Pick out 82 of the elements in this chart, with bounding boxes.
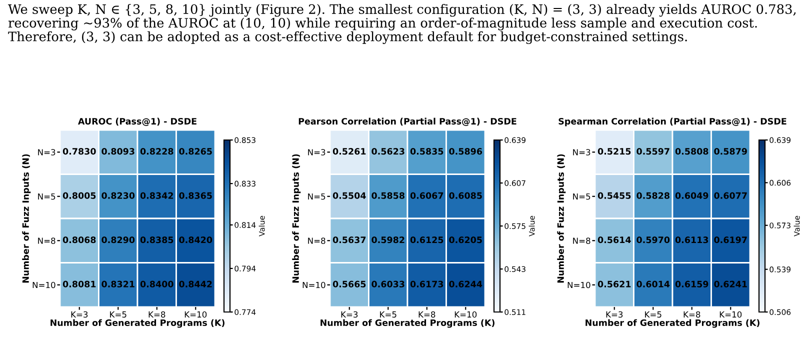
data-label: 0.5504	[332, 192, 366, 199]
data-label: 0.6173	[410, 280, 444, 288]
data-label: 0.5621	[598, 280, 631, 288]
data-label: 0.5828	[636, 192, 670, 199]
x-tick-label: K=8	[418, 311, 436, 318]
chart-title: Spearman Correlation (Partial Pass@1) - DSDE	[558, 118, 786, 126]
data-label: 0.8265	[179, 148, 212, 155]
y-axis-title: Number of Fuzz Inputs (N)	[557, 154, 566, 283]
data-label: 0.5614	[598, 236, 631, 244]
data-label: 0.8400	[140, 280, 174, 288]
data-label: 0.5808	[675, 148, 708, 155]
x-tick-label: K=3	[71, 311, 88, 318]
y-tick-label: N=3	[308, 149, 326, 156]
y-tick-label: N=8	[573, 238, 590, 244]
data-label: 0.8068	[62, 236, 96, 244]
data-label: 0.8228	[140, 148, 174, 155]
x-tick-label: K=8	[684, 311, 700, 318]
data-label: 0.5597	[636, 148, 670, 155]
data-label: 0.6049	[675, 192, 708, 199]
y-tick-label: N=5	[573, 193, 590, 200]
data-label: 0.6067	[410, 192, 444, 199]
data-label: 0.8290	[102, 236, 135, 244]
data-label: 0.6033	[372, 280, 404, 288]
text: We sweep K, N ∈ {3, 5, 8, 10} jointly (Figure 2). The smallest configuration (K, N) = (3, 3) already yields AUROC 0.783, recovering ∼93% of the AUROC at (10, 10) while requiring an order-of-magnitude less sample and execution cost. Therefore, (3, 3) can be adopted as a cost-effective deployment default for budget-constrained settings.	[8, 4, 796, 44]
x-axis-title: Number of Generated Programs (K)	[50, 319, 224, 328]
y-tick-label: N=5	[308, 193, 326, 200]
data-label: 0.5261	[332, 148, 366, 155]
data-label: 0.8093	[102, 148, 134, 155]
data-label: 0.5858	[372, 192, 404, 199]
x-tick-label: K=10	[184, 311, 207, 318]
data-label: 0.5835	[410, 148, 444, 155]
data-label: 0.6085	[449, 192, 482, 199]
data-label: 0.6125	[410, 236, 444, 244]
data-label: 0.8420	[179, 236, 212, 244]
y-tick-label: N=3	[573, 149, 590, 156]
data-label: 0.8005	[62, 192, 96, 199]
x-tick-label: K=5	[380, 311, 396, 318]
data-label: 0.5665	[332, 280, 366, 288]
data-label: 0.8365	[179, 192, 212, 199]
y-tick-label: N=3	[38, 149, 56, 156]
data-label: 0.5879	[714, 148, 747, 155]
data-label: 0.8385	[140, 236, 174, 244]
data-label: 0.5896	[449, 148, 482, 155]
data-label: 0.5970	[636, 236, 670, 244]
data-label: 0.6077	[714, 192, 747, 199]
data-label: 0.6244	[449, 280, 482, 288]
y-tick-label: N=10	[568, 282, 590, 288]
y-tick-label: N=10	[32, 282, 56, 288]
data-label: 0.8321	[102, 280, 134, 288]
x-tick-label: K=5	[110, 311, 126, 318]
x-tick-label: K=3	[341, 311, 358, 318]
x-tick-label: K=3	[606, 311, 623, 318]
data-label: 0.5637	[332, 236, 366, 244]
data-label: 0.8081	[62, 280, 96, 288]
chart-title: AUROC (Pass@1) - DSDE	[78, 118, 196, 126]
data-label: 0.8230	[102, 192, 135, 199]
y-tick-label: N=8	[308, 238, 326, 244]
data-label: 0.6014	[636, 280, 670, 288]
x-tick-label: K=10	[720, 311, 742, 318]
data-label: 0.6241	[714, 280, 747, 288]
x-axis-title: Number of Generated Programs (K)	[586, 319, 760, 328]
data-label: 0.5215	[598, 148, 631, 155]
data-label: 0.6113	[675, 236, 708, 244]
data-label: 0.7830	[62, 148, 96, 155]
y-tick-label: N=8	[38, 238, 56, 244]
data-label: 0.5455	[598, 192, 631, 199]
x-axis-title: Number of Generated Programs (K)	[320, 319, 494, 328]
data-label: 0.8342	[140, 192, 173, 199]
x-tick-label: K=5	[645, 311, 662, 318]
y-axis-title: Number of Fuzz Inputs (N)	[292, 154, 301, 283]
data-label: 0.5623	[372, 148, 404, 155]
data-label: 0.6197	[714, 236, 747, 244]
y-tick-label: N=10	[302, 282, 326, 288]
chart-title: Pearson Correlation (Partial Pass@1) - DSDE	[298, 118, 516, 126]
x-tick-label: K=10	[454, 311, 477, 318]
data-label: 0.5982	[372, 236, 404, 244]
data-label: 0.6205	[449, 236, 482, 244]
y-axis-title: Number of Fuzz Inputs (N)	[22, 154, 31, 283]
data-label: 0.6159	[675, 280, 708, 288]
x-tick-label: K=8	[148, 311, 166, 318]
data-label: 0.8442	[179, 280, 212, 288]
y-tick-label: N=5	[38, 193, 56, 200]
